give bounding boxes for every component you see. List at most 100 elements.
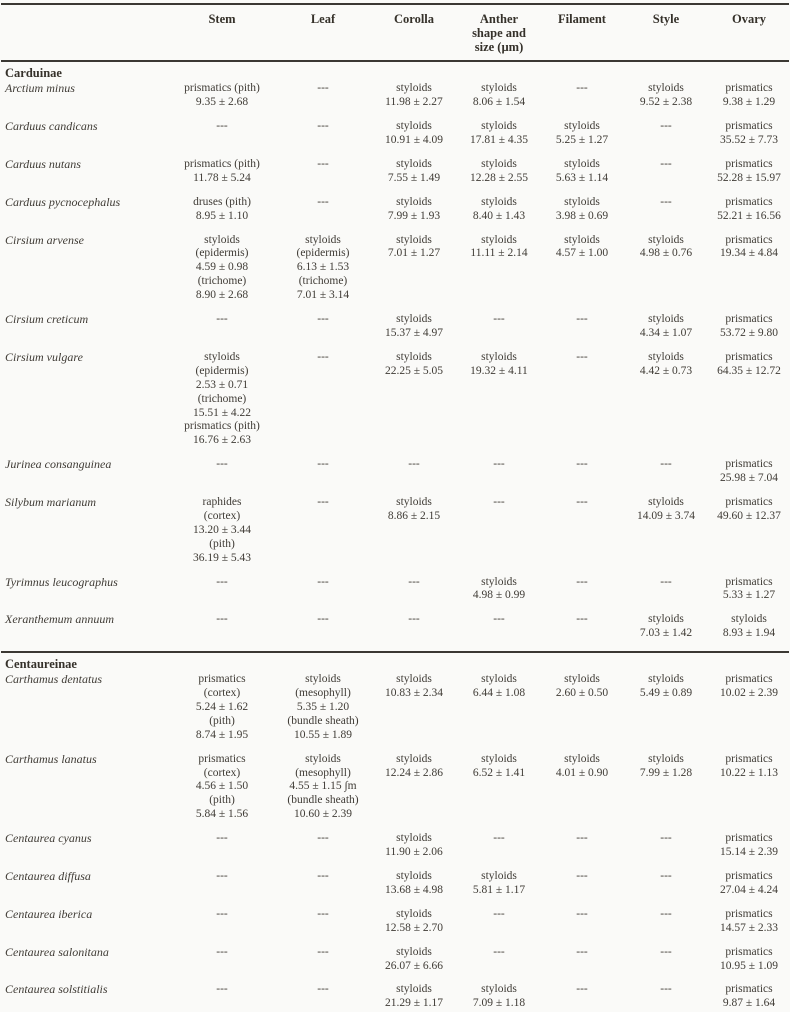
cell-filament: --- xyxy=(576,945,588,958)
cell-style: styloids 4.98 ± 0.76 xyxy=(639,233,693,260)
species-name: Arctium minus xyxy=(5,81,75,96)
cell-filament: --- xyxy=(576,350,588,363)
cell-leaf: --- xyxy=(317,82,329,95)
table-header: Stem Leaf Corolla Anther shape and size … xyxy=(1,4,789,63)
species-name: Centaurea cyanus xyxy=(5,831,92,846)
cell-ovary: prismatics 27.04 ± 4.24 xyxy=(719,869,779,896)
group-name: Carduinae xyxy=(5,66,62,81)
table-row: Tyrimnus leucographus --- --- --- styloids 4… xyxy=(1,574,789,614)
cell-corolla: --- xyxy=(408,575,420,588)
species-name: Carthamus dentatus xyxy=(5,672,103,687)
cell-anther: --- xyxy=(493,313,505,326)
cell-leaf: styloids (mesophyll) 5.35 ± 1.20 (bundle… xyxy=(287,673,359,741)
col-header-stem: Stem xyxy=(169,4,275,63)
cell-ovary: prismatics 10.22 ± 1.13 xyxy=(719,752,779,779)
cell-style: styloids 5.49 ± 0.89 xyxy=(639,673,693,700)
cell-anther: --- xyxy=(493,907,505,920)
cell-filament: styloids 4.01 ± 0.90 xyxy=(555,752,609,779)
cell-filament: --- xyxy=(576,575,588,588)
cell-anther: styloids 8.06 ± 1.54 xyxy=(472,82,526,109)
cell-stem: --- xyxy=(216,983,228,996)
cell-anther: styloids 12.28 ± 2.55 xyxy=(469,157,529,184)
cell-corolla: styloids 11.90 ± 2.06 xyxy=(385,832,443,859)
cell-anther: --- xyxy=(493,613,505,626)
cell-stem: prismatics (pith) 11.78 ± 5.24 xyxy=(184,157,260,184)
cell-ovary: prismatics 49.60 ± 12.37 xyxy=(717,496,781,522)
header-row: Stem Leaf Corolla Anther shape and size … xyxy=(1,4,789,63)
cell-ovary: prismatics 35.52 ± 7.73 xyxy=(719,120,779,147)
cell-ovary: prismatics 53.72 ± 9.80 xyxy=(719,313,779,339)
cell-ovary: prismatics 9.87 ± 1.64 xyxy=(722,983,776,1010)
cell-stem: --- xyxy=(216,832,228,845)
species-name: Tyrimnus leucographus xyxy=(5,574,118,589)
cell-ovary: prismatics 14.57 ± 2.33 xyxy=(719,907,779,934)
cell-stem: --- xyxy=(216,120,228,133)
cell-leaf: --- xyxy=(317,613,329,626)
cell-style: --- xyxy=(660,157,672,170)
cell-anther: styloids 17.81 ± 4.35 xyxy=(469,120,529,147)
cell-ovary: styloids 8.93 ± 1.94 xyxy=(722,613,776,640)
table-row: Carduus nutans prismatics (pith) 11.78 ± … xyxy=(1,157,789,196)
species-name: Carthamus lanatus xyxy=(5,751,97,766)
cell-stem: raphides (cortex) 13.20 ± 3.44 (pith) 36… xyxy=(192,496,252,564)
cell-corolla: --- xyxy=(408,458,420,471)
cell-corolla: styloids 7.99 ± 1.93 xyxy=(387,195,441,222)
cell-filament: --- xyxy=(576,983,588,996)
cell-corolla: styloids 12.24 ± 2.86 xyxy=(384,752,444,779)
cell-style: --- xyxy=(660,832,672,845)
cell-corolla: styloids 7.01 ± 1.27 xyxy=(387,233,441,260)
cell-filament: --- xyxy=(576,907,588,920)
group-header-row: Centaureinae xyxy=(1,651,789,674)
cell-corolla: styloids 10.83 ± 2.34 xyxy=(384,673,444,700)
cell-stem: druses (pith) 8.95 ± 1.10 xyxy=(193,195,251,222)
cell-stem: prismatics (pith) 9.35 ± 2.68 xyxy=(184,82,260,109)
species-name: Centaurea solstitialis xyxy=(5,982,108,997)
species-name: Centaurea salonitana xyxy=(5,944,109,959)
table-row: Carthamus lanatus prismatics (cortex) 4.5… xyxy=(1,751,789,833)
cell-corolla: styloids 11.98 ± 2.27 xyxy=(385,82,443,109)
cell-anther: --- xyxy=(493,945,505,958)
cell-leaf: --- xyxy=(317,945,329,958)
species-name: Centaurea diffusa xyxy=(5,868,91,883)
col-header-style: Style xyxy=(623,4,709,63)
col-header-ovary: Ovary xyxy=(709,4,789,63)
cell-anther: --- xyxy=(493,496,505,509)
species-name: Carduus candicans xyxy=(5,119,98,134)
cell-filament: styloids 5.25 ± 1.27 xyxy=(555,120,609,147)
table-row: Centaurea cyanus --- --- styloids 11.90 ± 2… xyxy=(1,831,789,870)
cell-style: styloids 4.34 ± 1.07 xyxy=(639,313,693,339)
cell-leaf: --- xyxy=(317,983,329,996)
cell-ovary: prismatics 52.21 ± 16.56 xyxy=(717,195,781,222)
cell-style: styloids 4.42 ± 0.73 xyxy=(639,350,693,377)
cell-ovary: prismatics 52.28 ± 15.97 xyxy=(717,157,781,184)
cell-leaf: --- xyxy=(317,157,329,170)
cell-style: styloids 9.52 ± 2.38 xyxy=(639,82,693,109)
cell-leaf: --- xyxy=(317,313,329,326)
cell-ovary: prismatics 25.98 ± 7.04 xyxy=(719,458,779,485)
cell-filament: --- xyxy=(576,496,588,509)
col-header-corolla: Corolla xyxy=(371,4,457,63)
cell-stem: --- xyxy=(216,313,228,326)
cell-style: styloids 7.03 ± 1.42 xyxy=(639,613,693,640)
table-row: Cirsium vulgare styloids (epidermis) 2.53… xyxy=(1,350,789,458)
cell-leaf: --- xyxy=(317,907,329,920)
cell-corolla: styloids 22.25 ± 5.05 xyxy=(384,350,444,377)
cell-ovary: prismatics 9.38 ± 1.29 xyxy=(722,82,776,109)
col-header-leaf: Leaf xyxy=(275,4,371,63)
table-row: Cirsium arvense styloids (epidermis) 4.59… xyxy=(1,233,789,314)
cell-style: --- xyxy=(660,458,672,471)
cell-corolla: styloids 13.68 ± 4.98 xyxy=(384,869,444,896)
cell-filament: --- xyxy=(576,832,588,845)
table-row: Centaurea diffusa --- --- styloids 13.68 ± … xyxy=(1,868,789,908)
table-row: Carduus candicans --- --- styloids 10.91 ± … xyxy=(1,119,789,158)
cell-anther: styloids 6.44 ± 1.08 xyxy=(472,673,526,700)
cell-leaf: --- xyxy=(317,350,329,363)
cell-stem: --- xyxy=(216,575,228,588)
cell-leaf: --- xyxy=(317,575,329,588)
cell-stem: --- xyxy=(216,613,228,626)
table-row: Jurinea consanguinea --- --- --- --- --- --- pr… xyxy=(1,457,789,496)
cell-style: --- xyxy=(660,575,672,588)
cell-anther: styloids 5.81 ± 1.17 xyxy=(472,869,526,896)
cell-stem: --- xyxy=(216,907,228,920)
cell-leaf: --- xyxy=(317,195,329,208)
